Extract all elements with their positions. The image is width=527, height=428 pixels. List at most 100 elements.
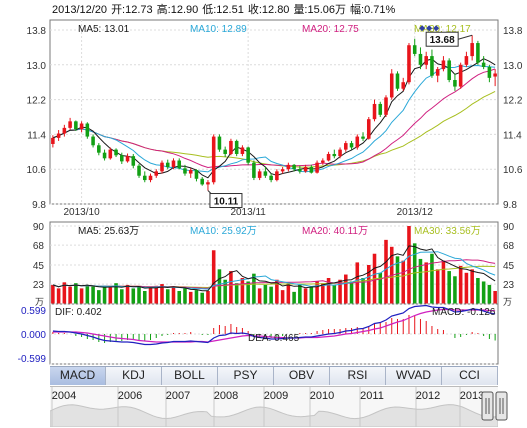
candle-down <box>298 169 302 172</box>
candle-down <box>395 73 400 89</box>
price-tick-right: 10.6 <box>503 165 523 176</box>
price-tick-right: 11.4 <box>503 130 522 141</box>
volume-ma5-line <box>52 245 496 292</box>
volume-tick-left: 45 <box>33 261 45 272</box>
volume-bar-down <box>114 283 118 304</box>
volume-bar-up <box>493 291 497 304</box>
quote-info-bar: 2013/12/20 开:12.73 高:12.90 低:12.51 收:12.80 量:… <box>52 1 399 17</box>
price-panel: 13.8 13.8 13.0 13.0 12.2 12.2 11.4 11.4 10.6 10.6… <box>27 19 523 218</box>
date-tick: 2013/12 <box>397 207 434 218</box>
volume-bar-up <box>240 278 245 304</box>
volume-bar-up <box>315 281 319 304</box>
candle-up <box>240 147 245 154</box>
candle-up <box>366 119 371 139</box>
tab-cci[interactable]: CCI <box>442 367 498 385</box>
candle-down <box>349 143 354 148</box>
price-ma20-line <box>52 68 496 169</box>
price-tick-left: 10.6 <box>27 165 47 176</box>
candle-up <box>79 123 84 130</box>
volume-bar-up <box>62 282 67 304</box>
candle-up <box>229 140 233 154</box>
volume-tick-left: 90 <box>33 222 45 233</box>
volume-bar-down <box>85 284 90 304</box>
candle-down <box>91 136 95 146</box>
volume-legend-ma10: MA10: 25.92万 <box>190 226 257 237</box>
volume-bar-up <box>338 279 342 304</box>
volume-bar-down <box>246 281 250 304</box>
price-tick-left: 13.0 <box>27 61 47 72</box>
volume-bar-down <box>395 256 400 304</box>
range-handle-right[interactable] <box>495 391 508 421</box>
volume-unit-right: 万 <box>503 297 512 307</box>
candle-down <box>137 165 141 176</box>
macd-tick-left: -0.599 <box>18 354 47 365</box>
volume-bar-down <box>142 291 147 304</box>
range-handles[interactable] <box>476 386 526 426</box>
volume-legend-ma5: MA5: 25.63万 <box>78 226 139 237</box>
candle-up <box>424 56 428 65</box>
price-legend-ma5: MA5: 13.01 <box>78 24 130 35</box>
volume-bar-up <box>108 287 113 304</box>
range-handle-left[interactable] <box>481 391 494 421</box>
tab-wvad[interactable]: WVAD <box>386 367 442 385</box>
tab-macd[interactable]: MACD <box>50 367 106 385</box>
volume-bar-up <box>407 226 411 304</box>
candle-down <box>183 168 187 174</box>
volume-bar-down <box>430 253 434 304</box>
volume-bar-down <box>252 273 256 304</box>
tab-rsi[interactable]: RSI <box>330 367 386 385</box>
volume-bar-up <box>321 283 325 304</box>
tab-obv[interactable]: OBV <box>274 367 330 385</box>
volume-bar-up <box>424 262 428 304</box>
candle-up <box>407 45 411 83</box>
candle-up <box>389 73 394 98</box>
volume-bar-down <box>102 285 107 304</box>
volume-bar-down <box>476 278 480 304</box>
candle-up <box>435 69 440 76</box>
high-marker-leader <box>458 34 473 40</box>
tab-psy[interactable]: PSY <box>218 367 274 385</box>
candle-up <box>125 156 130 162</box>
volume-bar-up <box>171 286 176 304</box>
quote-high: 高:12.90 <box>156 4 199 16</box>
high-flag-icon <box>426 25 433 32</box>
volume-bar-down <box>223 279 227 304</box>
overview-year-label: 2011 <box>360 390 384 402</box>
volume-bar-up <box>257 288 262 304</box>
candle-down <box>263 171 268 176</box>
candle-up <box>321 160 325 163</box>
volume-bar-up <box>303 288 308 304</box>
tab-kdj[interactable]: KDJ <box>106 367 162 385</box>
candle-down <box>292 164 296 170</box>
volume-bar-down <box>263 284 268 304</box>
volume-bar-up <box>188 291 193 304</box>
quote-open: 开:12.73 <box>111 4 153 16</box>
date-tick: 2013/11 <box>230 207 266 218</box>
candle-down <box>361 136 365 139</box>
volume-bar-down <box>481 281 486 304</box>
candle-down <box>120 155 124 162</box>
volume-bar-down <box>131 288 136 304</box>
volume-tick-left: 68 <box>33 241 45 252</box>
volume-bar-down <box>234 283 239 304</box>
range-overview[interactable]: 2004 2006 2007 2008 2009 2010 2011 2012 2013 <box>50 386 498 427</box>
price-tick-left: 9.8 <box>32 200 46 211</box>
candle-up <box>188 170 193 174</box>
price-tick-left: 12.2 <box>27 96 47 107</box>
volume-bar-down <box>217 269 222 304</box>
volume-bar-up <box>275 279 279 304</box>
candle-up <box>464 56 469 65</box>
macd-tick-left: 0.000 <box>21 330 46 341</box>
tab-boll[interactable]: BOLL <box>162 367 218 385</box>
high-flag-icon <box>433 25 440 32</box>
candle-down <box>85 123 90 137</box>
price-tick-right: 13.0 <box>503 61 523 72</box>
overview-year-label: 2004 <box>52 390 76 402</box>
volume-bar-up <box>355 262 360 304</box>
volume-bar-up <box>401 260 406 304</box>
candle-up <box>303 167 308 172</box>
candle-down <box>142 175 147 181</box>
price-legend-ma20: MA20: 12.75 <box>302 24 359 35</box>
candle-up <box>148 175 153 181</box>
overview-year-label: 2013 <box>460 390 484 402</box>
